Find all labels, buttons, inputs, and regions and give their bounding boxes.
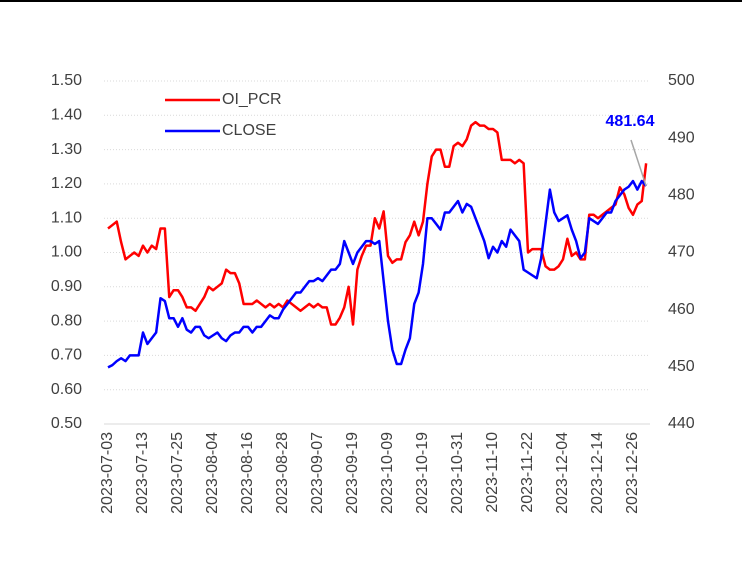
x-tick-label: 2023-07-03 [99,432,116,514]
y2-tick-label: 450 [668,358,695,375]
legend-label: OI_PCR [222,91,282,108]
x-tick-label: 2023-09-19 [344,432,361,514]
annotation-leader [630,139,647,187]
x-tick-label: 2023-08-16 [239,432,256,514]
y2-tick-label: 490 [668,129,695,146]
y2-tick-label: 470 [668,244,695,261]
y-tick-label: 0.80 [51,312,82,329]
y-tick-label: 1.40 [51,107,82,124]
x-tick-label: 2023-10-09 [379,432,396,514]
x-tick-label: 2023-10-19 [414,432,431,514]
y2-tick-label: 440 [668,415,695,432]
x-tick-label: 2023-08-04 [204,432,221,514]
series-line [107,179,648,369]
y-tick-label: 1.50 [51,72,82,89]
y-tick-label: 1.20 [51,175,82,192]
y-tick-label: 1.30 [51,141,82,158]
y-tick-label: 0.70 [51,347,82,364]
x-tick-label: 2023-11-22 [519,432,536,513]
x-tick-label: 2023-12-04 [554,432,571,514]
y2-tick-label: 500 [668,72,695,89]
y-tick-label: 0.50 [51,415,82,432]
legend-label: CLOSE [222,122,276,139]
y-tick-label: 1.10 [51,209,82,226]
x-tick-label: 2023-10-31 [449,432,466,514]
y-tick-label: 0.90 [51,278,82,295]
x-tick-label: 2023-07-25 [169,432,186,514]
x-tick-label: 2023-07-13 [134,432,151,514]
x-tick-label: 2023-12-26 [624,432,641,514]
y2-tick-label: 460 [668,301,695,318]
y-tick-label: 1.00 [51,244,82,261]
x-tick-label: 2023-08-28 [274,432,291,514]
top-border [0,0,742,2]
x-tick-label: 2023-11-10 [484,432,501,513]
x-tick-label: 2023-09-07 [309,432,326,514]
annotation: 481.64 [606,113,655,130]
y-tick-label: 0.60 [51,381,82,398]
y2-tick-label: 480 [668,187,695,204]
series-line [107,120,648,326]
x-tick-label: 2023-12-14 [589,432,606,514]
